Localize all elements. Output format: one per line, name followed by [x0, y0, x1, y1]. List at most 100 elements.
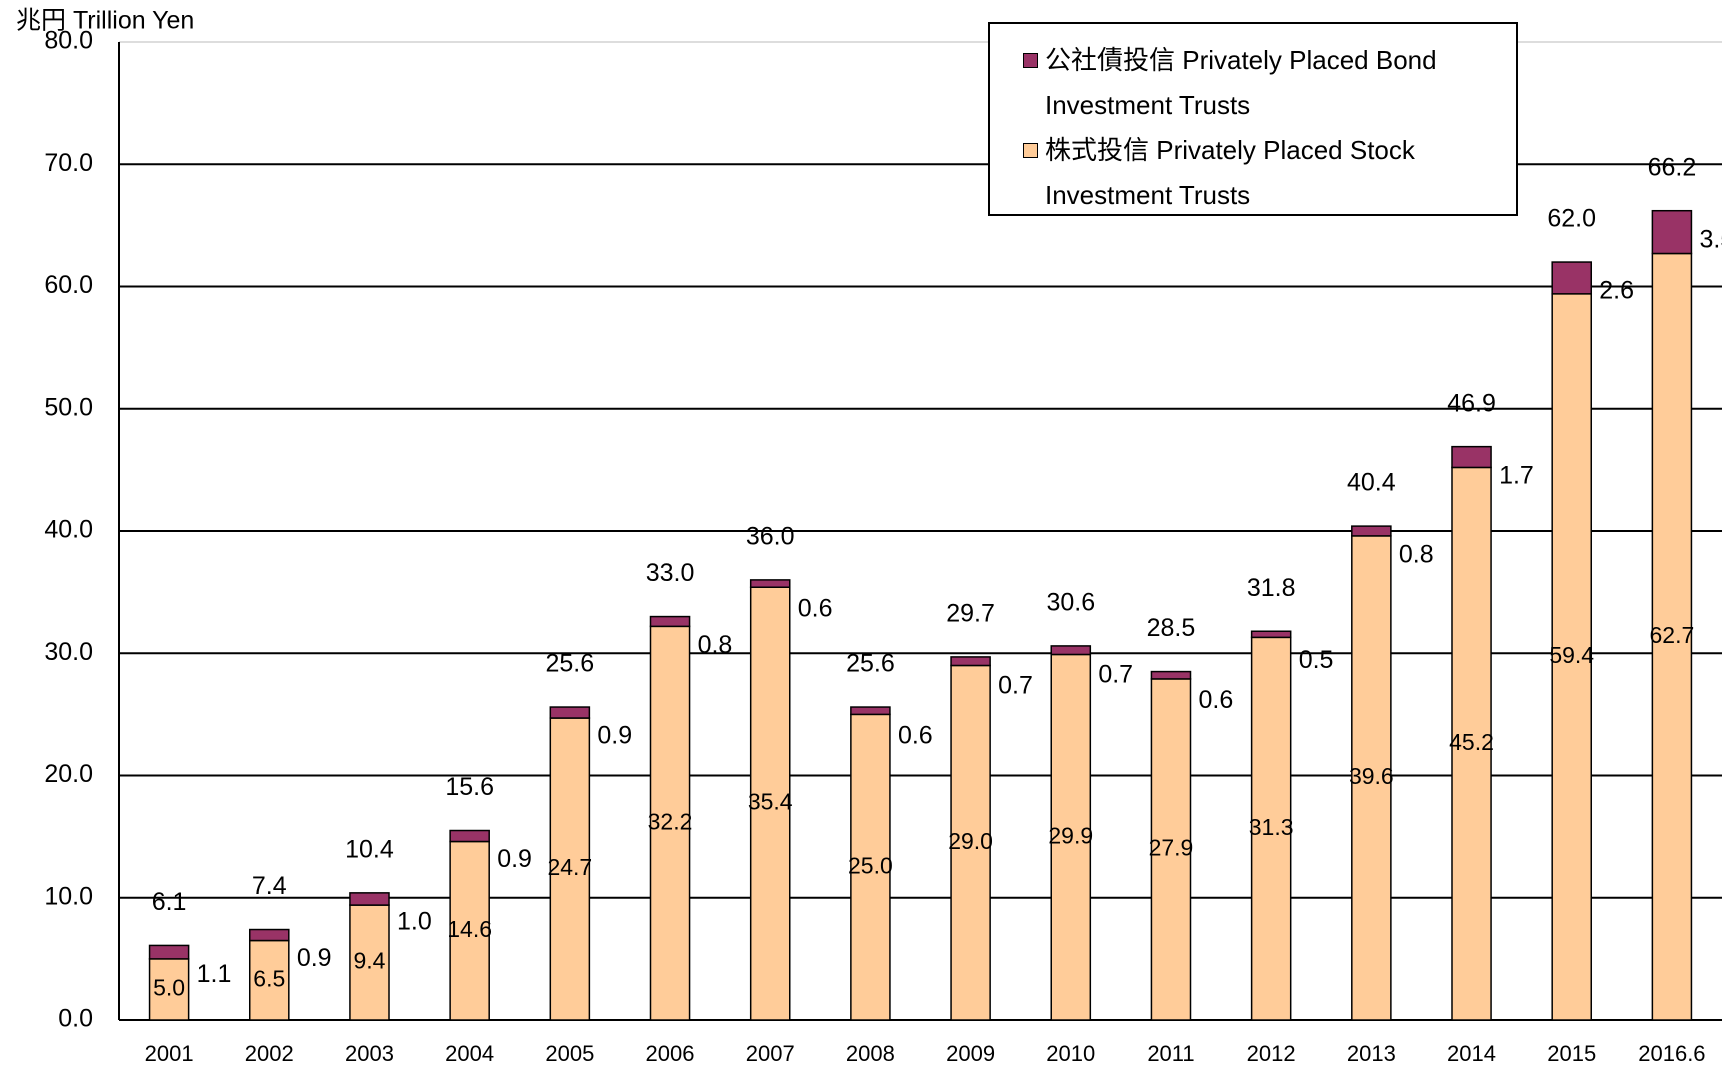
x-tick-label: 2015	[1547, 1041, 1596, 1066]
segment-label: 29.0	[948, 828, 993, 854]
x-tick-label: 2003	[345, 1041, 394, 1066]
legend-item: 公社債投信 Privately Placed Bond Investment T…	[1023, 38, 1496, 128]
x-tick-label: 2005	[545, 1041, 594, 1066]
segment-label: 0.7	[998, 672, 1033, 700]
bar-segment	[749, 579, 791, 588]
x-tick-label: 2014	[1447, 1041, 1496, 1066]
y-axis-label: 兆円 Trillion Yen	[16, 7, 194, 35]
bar-segment	[649, 625, 691, 1021]
segment-label: 45.2	[1449, 729, 1494, 755]
bar-segment	[1551, 261, 1593, 295]
y-tick-label: 10.0	[44, 882, 93, 910]
x-tick-label: 2012	[1247, 1041, 1296, 1066]
bar-segment	[1551, 293, 1593, 1021]
total-label: 10.4	[345, 835, 394, 863]
total-label: 25.6	[546, 650, 595, 678]
bar-segment	[1250, 630, 1292, 639]
segment-label: 0.9	[597, 722, 632, 750]
bar-segment	[248, 939, 290, 1021]
bar-segment	[1150, 670, 1192, 680]
segment-label: 32.2	[648, 808, 693, 834]
segment-label: 27.9	[1149, 835, 1194, 861]
x-tick-label: 2001	[145, 1041, 194, 1066]
segment-label: 2.6	[1599, 277, 1634, 305]
bar-segment	[248, 928, 290, 942]
segment-label: 0.9	[297, 944, 332, 972]
segment-label: 59.4	[1549, 642, 1594, 668]
segment-label: 0.9	[497, 845, 532, 873]
bar-segment	[950, 664, 991, 1021]
y-tick-label: 80.0	[44, 27, 93, 55]
bar-segment	[1351, 535, 1392, 1021]
total-label: 66.2	[1648, 153, 1697, 181]
total-label: 40.4	[1347, 469, 1396, 497]
total-label: 36.0	[746, 523, 795, 551]
x-tick-label: 2011	[1147, 1041, 1194, 1066]
bar-segment	[1150, 678, 1192, 1021]
bar-segment	[549, 717, 591, 1021]
total-label: 6.1	[152, 888, 187, 916]
bar-segment	[850, 706, 891, 716]
bar-segment	[1351, 525, 1392, 537]
bar-segment	[1651, 252, 1693, 1021]
bar-segment	[449, 829, 490, 843]
bar-segment	[1250, 636, 1292, 1021]
segment-label: 9.4	[353, 948, 385, 974]
total-label: 25.6	[846, 650, 895, 678]
legend: 公社債投信 Privately Placed Bond Investment T…	[988, 22, 1518, 216]
segment-label: 24.7	[547, 854, 592, 880]
segment-label: 3.5	[1699, 225, 1722, 253]
legend-swatch	[1023, 53, 1038, 68]
legend-swatch	[1023, 143, 1038, 158]
segment-label: 25.0	[848, 852, 893, 878]
bar-segment	[1651, 209, 1693, 255]
total-label: 31.8	[1247, 574, 1296, 602]
x-tick-label: 2002	[245, 1041, 294, 1066]
segment-label: 35.4	[748, 789, 793, 815]
x-tick-label: 2009	[946, 1041, 995, 1066]
total-label: 62.0	[1547, 205, 1596, 233]
x-tick-label: 2010	[1046, 1041, 1095, 1066]
total-label: 15.6	[445, 773, 494, 801]
x-tick-label: 2004	[445, 1041, 494, 1066]
segment-label: 0.6	[898, 722, 933, 750]
legend-label: 株式投信 Privately Placed Stock Investment T…	[1045, 135, 1415, 210]
bar-segment	[549, 706, 591, 719]
segment-label: 0.6	[798, 595, 833, 623]
x-tick-label: 2007	[746, 1041, 795, 1066]
segment-label: 1.7	[1499, 461, 1534, 489]
x-tick-label: 2008	[846, 1041, 895, 1066]
segment-label: 62.7	[1650, 622, 1695, 648]
bar-segment	[1050, 653, 1092, 1021]
segment-label: 0.5	[1299, 646, 1334, 674]
segment-label: 0.8	[1399, 541, 1434, 569]
bar-segment	[649, 615, 691, 628]
segment-label: 39.6	[1349, 763, 1394, 789]
segment-label: 14.6	[447, 916, 492, 942]
segment-label: 0.6	[1199, 686, 1234, 714]
segment-label: 1.1	[197, 960, 232, 988]
bar-segment	[148, 944, 190, 960]
y-tick-label: 70.0	[44, 149, 93, 177]
segment-label: 29.9	[1048, 822, 1093, 848]
bar-segment	[1050, 645, 1092, 656]
total-label: 28.5	[1147, 614, 1196, 642]
y-tick-label: 50.0	[44, 393, 93, 421]
y-tick-label: 0.0	[58, 1005, 93, 1033]
bar-segment	[449, 840, 490, 1021]
segment-label: 0.7	[1098, 661, 1133, 689]
y-tick-label: 20.0	[44, 760, 93, 788]
segment-label: 1.0	[397, 907, 432, 935]
segment-label: 6.5	[253, 965, 285, 991]
bar-segment	[1451, 445, 1492, 469]
x-tick-label: 2006	[646, 1041, 695, 1066]
segment-label: 5.0	[153, 975, 185, 1001]
legend-item: 株式投信 Privately Placed Stock Investment T…	[1023, 128, 1496, 218]
total-label: 29.7	[946, 600, 995, 628]
x-tick-label: 2013	[1347, 1041, 1396, 1066]
total-label: 7.4	[252, 872, 287, 900]
legend-label: 公社債投信 Privately Placed Bond Investment T…	[1045, 45, 1437, 120]
y-tick-label: 60.0	[44, 271, 93, 299]
